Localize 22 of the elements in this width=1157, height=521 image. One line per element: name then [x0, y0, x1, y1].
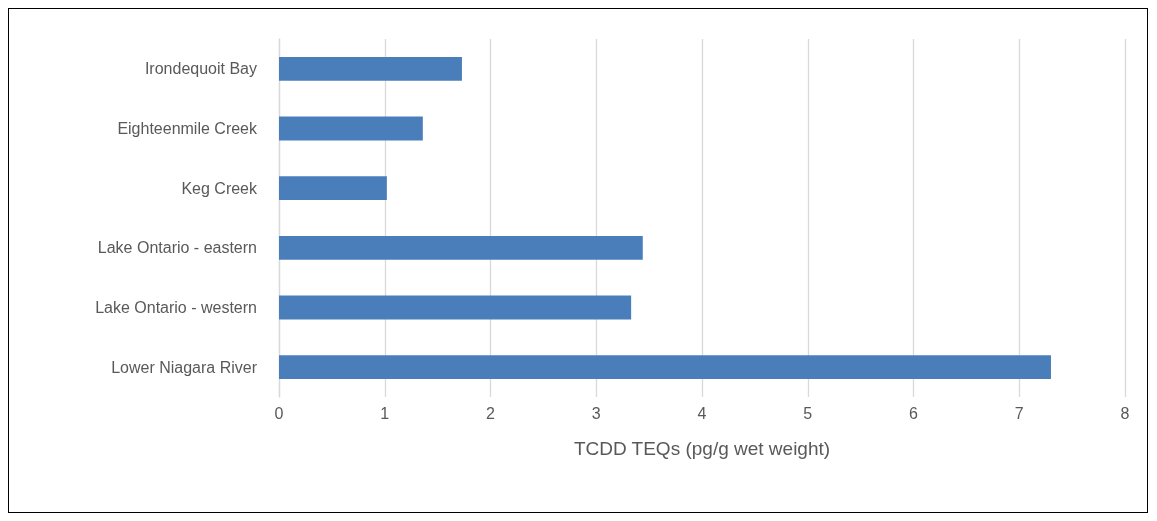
x-tick-label: 0: [274, 404, 284, 422]
bar: [279, 355, 1051, 380]
bar: [279, 116, 423, 141]
bar: [279, 235, 643, 260]
x-tick-label: 1: [380, 404, 390, 422]
bar: [279, 56, 462, 81]
x-tick-label: 8: [1120, 404, 1130, 422]
y-tick-label: Lake Ontario - western: [95, 299, 257, 316]
x-tick-label: 7: [1014, 404, 1024, 422]
x-axis-title: TCDD TEQs (pg/g wet weight): [573, 438, 831, 459]
x-tick-label: 4: [697, 404, 707, 422]
x-tick-label: 5: [803, 404, 813, 422]
y-tick-label: Irondequoit Bay: [144, 60, 257, 78]
bar: [279, 295, 632, 320]
x-tick-label: 2: [486, 404, 496, 422]
bar: [279, 176, 387, 201]
y-tick-label: Keg Creek: [181, 179, 258, 197]
x-tick-label: 3: [591, 404, 601, 422]
x-tick-label: 6: [909, 404, 919, 422]
y-tick-label: Lake Ontario - eastern: [97, 239, 257, 257]
y-tick-label: Lower Niagara River: [111, 358, 258, 376]
y-tick-label: Eighteenmile Creek: [117, 120, 258, 137]
